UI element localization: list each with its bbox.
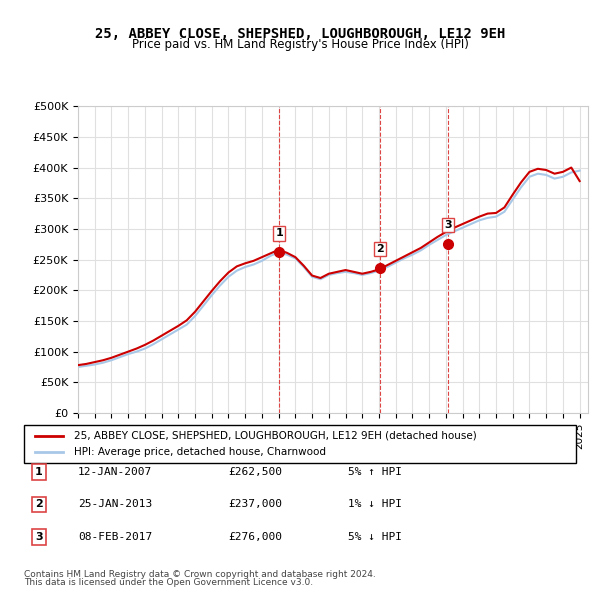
Text: 2: 2 [35,500,43,509]
Text: 25-JAN-2013: 25-JAN-2013 [78,500,152,509]
Text: £276,000: £276,000 [228,532,282,542]
Text: 3: 3 [444,220,452,230]
FancyBboxPatch shape [24,425,576,463]
Text: 25, ABBEY CLOSE, SHEPSHED, LOUGHBOROUGH, LE12 9EH (detached house): 25, ABBEY CLOSE, SHEPSHED, LOUGHBOROUGH,… [74,431,476,441]
Text: 25, ABBEY CLOSE, SHEPSHED, LOUGHBOROUGH, LE12 9EH: 25, ABBEY CLOSE, SHEPSHED, LOUGHBOROUGH,… [95,27,505,41]
Text: £262,500: £262,500 [228,467,282,477]
Text: This data is licensed under the Open Government Licence v3.0.: This data is licensed under the Open Gov… [24,578,313,587]
Text: 2: 2 [376,244,384,254]
Text: 1% ↓ HPI: 1% ↓ HPI [348,500,402,509]
Text: 3: 3 [35,532,43,542]
Text: Contains HM Land Registry data © Crown copyright and database right 2024.: Contains HM Land Registry data © Crown c… [24,571,376,579]
Text: HPI: Average price, detached house, Charnwood: HPI: Average price, detached house, Char… [74,447,326,457]
Text: 5% ↓ HPI: 5% ↓ HPI [348,532,402,542]
Text: 12-JAN-2007: 12-JAN-2007 [78,467,152,477]
Text: 08-FEB-2017: 08-FEB-2017 [78,532,152,542]
Text: £237,000: £237,000 [228,500,282,509]
Text: 5% ↑ HPI: 5% ↑ HPI [348,467,402,477]
Text: 1: 1 [35,467,43,477]
Text: Price paid vs. HM Land Registry's House Price Index (HPI): Price paid vs. HM Land Registry's House … [131,38,469,51]
Text: 1: 1 [275,228,283,238]
